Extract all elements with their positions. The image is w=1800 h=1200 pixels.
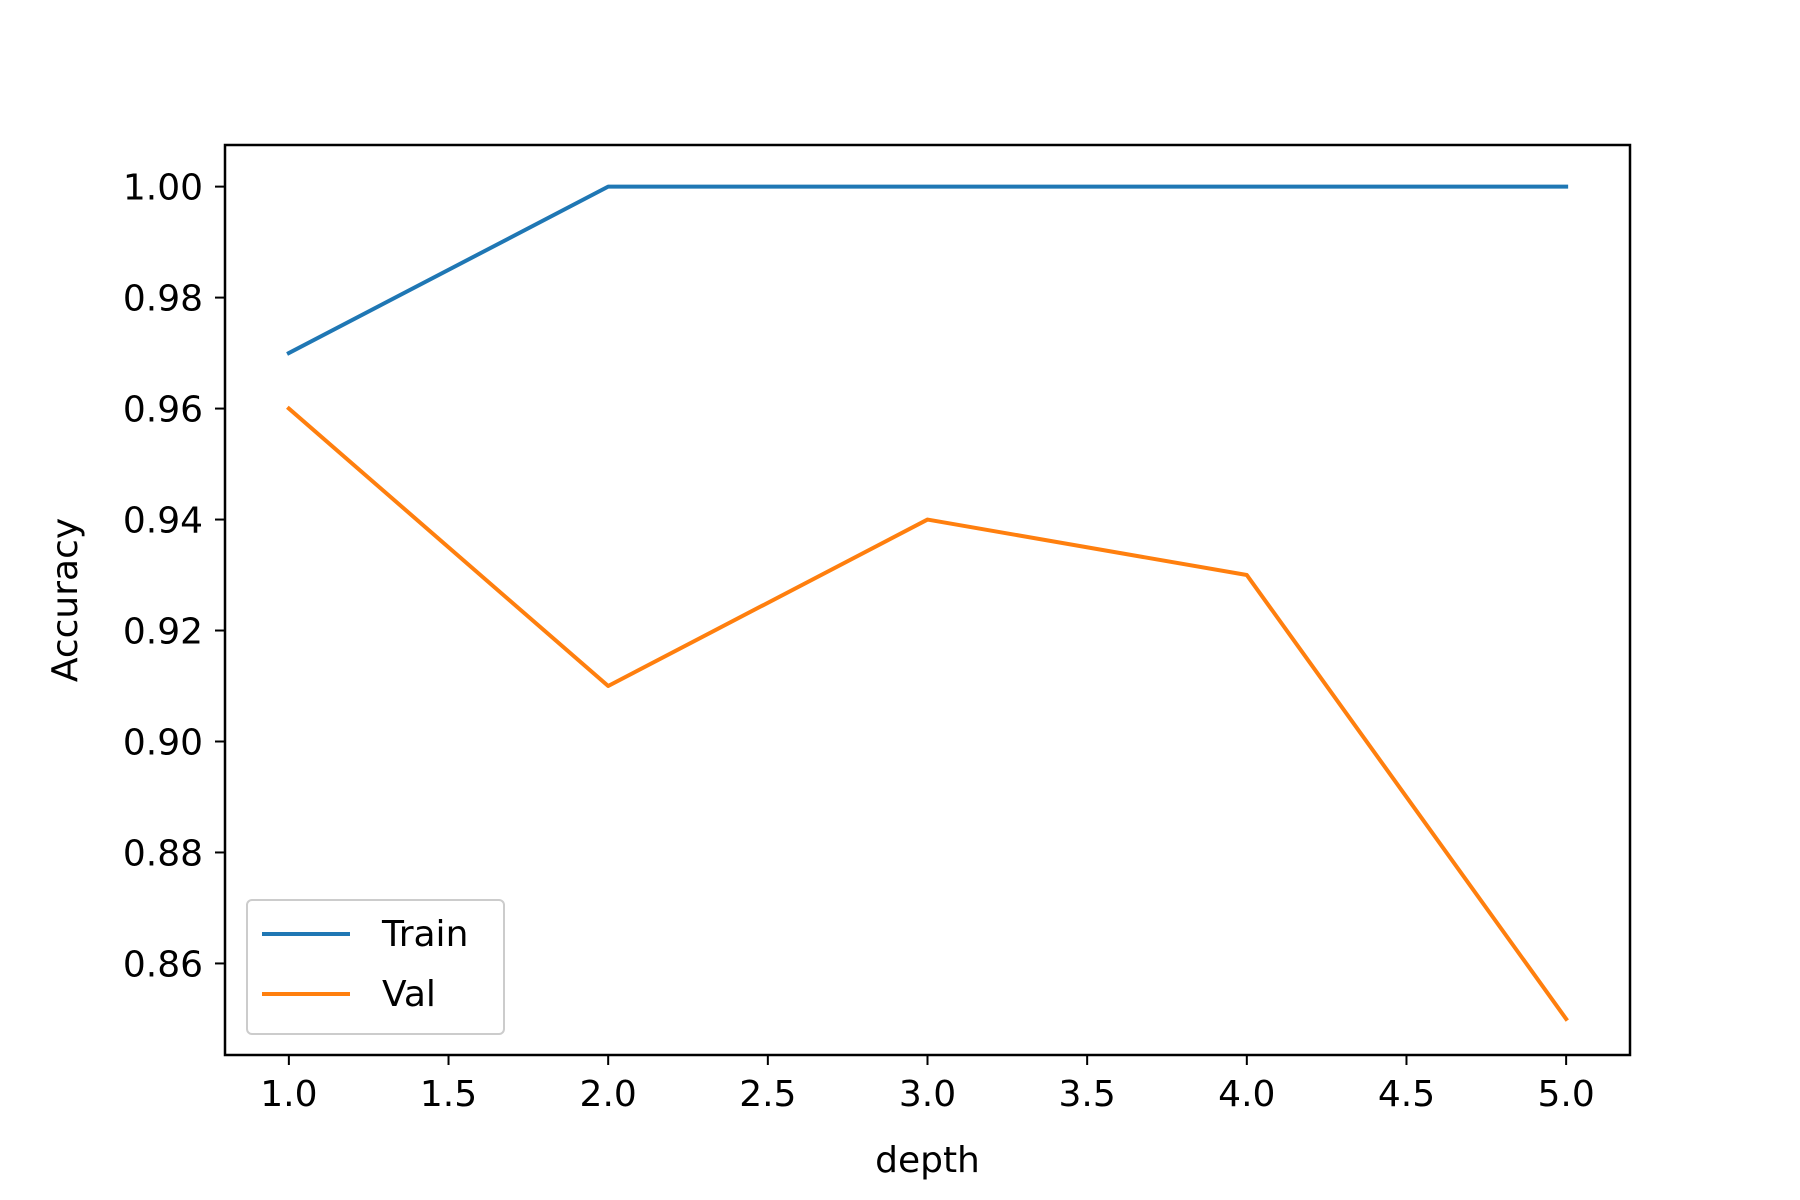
x-tick-label: 3.5 <box>1059 1074 1116 1115</box>
legend-train-label: Train <box>381 914 468 955</box>
x-tick-label: 4.5 <box>1378 1074 1435 1115</box>
y-tick-label: 0.88 <box>123 833 203 874</box>
y-axis-ticks: 0.86 0.88 0.90 0.92 0.94 0.96 0.98 1.00 <box>123 168 225 985</box>
x-axis-title: depth <box>875 1140 980 1181</box>
series-line-train <box>286 184 1569 356</box>
x-tick-label: 4.0 <box>1218 1074 1275 1115</box>
y-tick-label: 1.00 <box>123 168 203 209</box>
y-tick-label: 0.86 <box>123 944 203 985</box>
y-tick-label: 0.94 <box>123 501 203 542</box>
x-tick-label: 3.0 <box>899 1074 956 1115</box>
legend: Train Val <box>246 899 505 1035</box>
y-tick-label: 0.90 <box>123 722 203 763</box>
y-tick-label: 0.96 <box>123 390 203 431</box>
plot-area-frame <box>223 143 1632 1057</box>
series-line-val <box>286 405 1569 1022</box>
x-tick-label: 2.5 <box>739 1074 796 1115</box>
series-lines <box>286 184 1569 1022</box>
legend-val-label: Val <box>382 974 436 1015</box>
x-axis-ticks: 1.0 1.5 2.0 2.5 3.0 3.5 4.0 4.5 5.0 <box>260 1055 1595 1115</box>
y-tick-label: 0.98 <box>123 279 203 320</box>
x-tick-label: 1.0 <box>260 1074 317 1115</box>
x-tick-label: 5.0 <box>1538 1074 1595 1115</box>
y-tick-label: 0.92 <box>123 612 203 653</box>
x-tick-label: 2.0 <box>580 1074 637 1115</box>
y-axis-title: Accuracy <box>45 518 86 682</box>
x-tick-label: 1.5 <box>420 1074 477 1115</box>
